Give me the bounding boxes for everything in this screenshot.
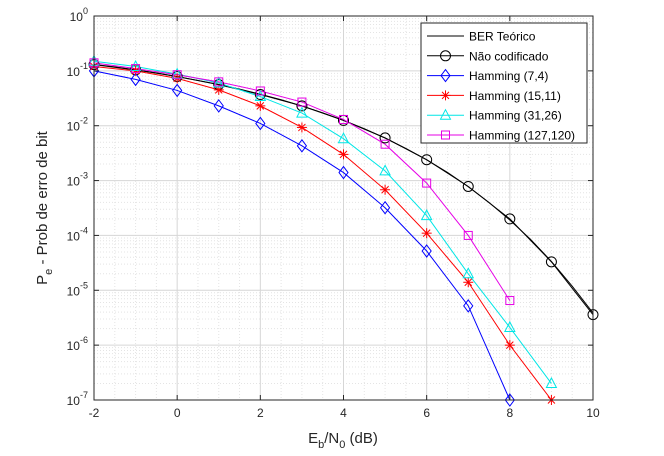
data-point-asterisk bbox=[255, 100, 266, 111]
data-point-diamond bbox=[504, 393, 515, 407]
x-tick-label: 8 bbox=[506, 406, 513, 420]
data-point-diamond bbox=[213, 99, 224, 113]
legend-label: Não codificado bbox=[469, 49, 549, 63]
data-point-square bbox=[297, 97, 307, 107]
x-tick-label: 2 bbox=[257, 406, 264, 420]
data-point-diamond bbox=[130, 72, 141, 87]
data-point-circle bbox=[462, 180, 474, 192]
x-tick-label: 10 bbox=[586, 406, 600, 420]
data-point-asterisk bbox=[296, 122, 307, 133]
data-point-triangle bbox=[254, 89, 267, 102]
data-point-triangle bbox=[545, 376, 558, 388]
data-point-asterisk bbox=[213, 84, 224, 95]
data-point-square bbox=[422, 178, 432, 188]
data-point-square bbox=[380, 139, 390, 149]
data-point-asterisk bbox=[338, 149, 349, 160]
series-lines bbox=[93, 60, 594, 401]
legend-marker bbox=[439, 108, 452, 120]
y-tick-label: 10-7 bbox=[67, 390, 88, 408]
legend-marker bbox=[440, 68, 451, 83]
data-point-square bbox=[214, 77, 224, 87]
data-point-triangle bbox=[296, 106, 308, 118]
x-tick-label: -2 bbox=[89, 406, 100, 420]
y-tick-label: 100 bbox=[70, 6, 88, 24]
y-tick-label: 10-2 bbox=[67, 116, 88, 134]
data-point-square bbox=[172, 70, 182, 80]
data-point-circle bbox=[379, 132, 391, 144]
data-point-square bbox=[131, 64, 141, 74]
y-tick-label: 10-3 bbox=[67, 171, 88, 189]
data-point-diamond bbox=[172, 83, 183, 98]
y-tick-label: 10-6 bbox=[67, 335, 88, 353]
data-point-square bbox=[505, 296, 515, 306]
data-point-circle bbox=[504, 213, 516, 225]
data-point-triangle bbox=[129, 59, 142, 72]
data-point-triangle bbox=[171, 67, 183, 79]
data-point-triangle bbox=[212, 76, 225, 88]
y-axis-label: Pe - Prob de erro de bit bbox=[34, 130, 55, 285]
data-point-circle bbox=[254, 89, 266, 101]
legend-marker bbox=[441, 130, 450, 140]
legend-marker bbox=[440, 90, 451, 101]
legend-marker bbox=[440, 50, 451, 62]
data-point-circle bbox=[545, 256, 557, 268]
data-point-circle bbox=[296, 100, 308, 112]
data-point-square bbox=[339, 114, 348, 124]
legend-box bbox=[420, 22, 588, 144]
legend-label: Hamming (7,4) bbox=[469, 69, 548, 83]
data-point-circle bbox=[421, 154, 433, 166]
data-point-triangle bbox=[504, 320, 516, 332]
data-point-asterisk bbox=[380, 184, 391, 195]
x-tick-label: 6 bbox=[423, 406, 430, 420]
data-point-diamond bbox=[379, 200, 391, 215]
data-point-diamond bbox=[463, 299, 474, 313]
data-point-asterisk bbox=[463, 277, 474, 288]
x-tick-label: 4 bbox=[340, 406, 347, 420]
legend-label: Hamming (31,26) bbox=[469, 109, 562, 123]
y-tick-label: 10-1 bbox=[67, 61, 88, 79]
data-point-triangle bbox=[379, 164, 391, 176]
legend-label: BER Teórico bbox=[469, 30, 536, 44]
series-line-4 bbox=[93, 60, 552, 384]
legend-label: Hamming (127,120) bbox=[469, 129, 575, 143]
x-axis-ticks: -2 0 2 4 6 8 10 bbox=[89, 16, 600, 420]
data-point-triangle bbox=[420, 209, 433, 221]
data-point-diamond bbox=[255, 116, 266, 131]
y-axis-ticks: 10-7 10-6 10-5 10-4 10-3 10-2 10-1 100 bbox=[67, 6, 593, 408]
x-axis-label: Eb/N0 (dB) bbox=[308, 430, 378, 451]
series-line-2 bbox=[93, 70, 511, 401]
x-tick-label: 0 bbox=[174, 406, 181, 420]
data-point-asterisk bbox=[421, 228, 432, 239]
data-point-square bbox=[255, 86, 265, 96]
data-point-diamond bbox=[338, 165, 349, 180]
data-point-diamond bbox=[421, 244, 432, 258]
series-line-3 bbox=[93, 66, 552, 401]
data-point-square bbox=[463, 230, 473, 240]
data-point-triangle bbox=[337, 132, 350, 144]
legend-label: Hamming (15,11) bbox=[469, 89, 561, 103]
data-point-diamond bbox=[296, 138, 308, 153]
legend: BER Teórico Não codificado Hamming (7,4) Ha… bbox=[420, 22, 588, 144]
data-point-triangle bbox=[462, 267, 475, 279]
y-tick-label: 10-4 bbox=[67, 225, 88, 243]
y-tick-label: 10-5 bbox=[67, 280, 88, 298]
data-point-asterisk bbox=[504, 340, 515, 351]
series-line-5 bbox=[93, 62, 511, 301]
